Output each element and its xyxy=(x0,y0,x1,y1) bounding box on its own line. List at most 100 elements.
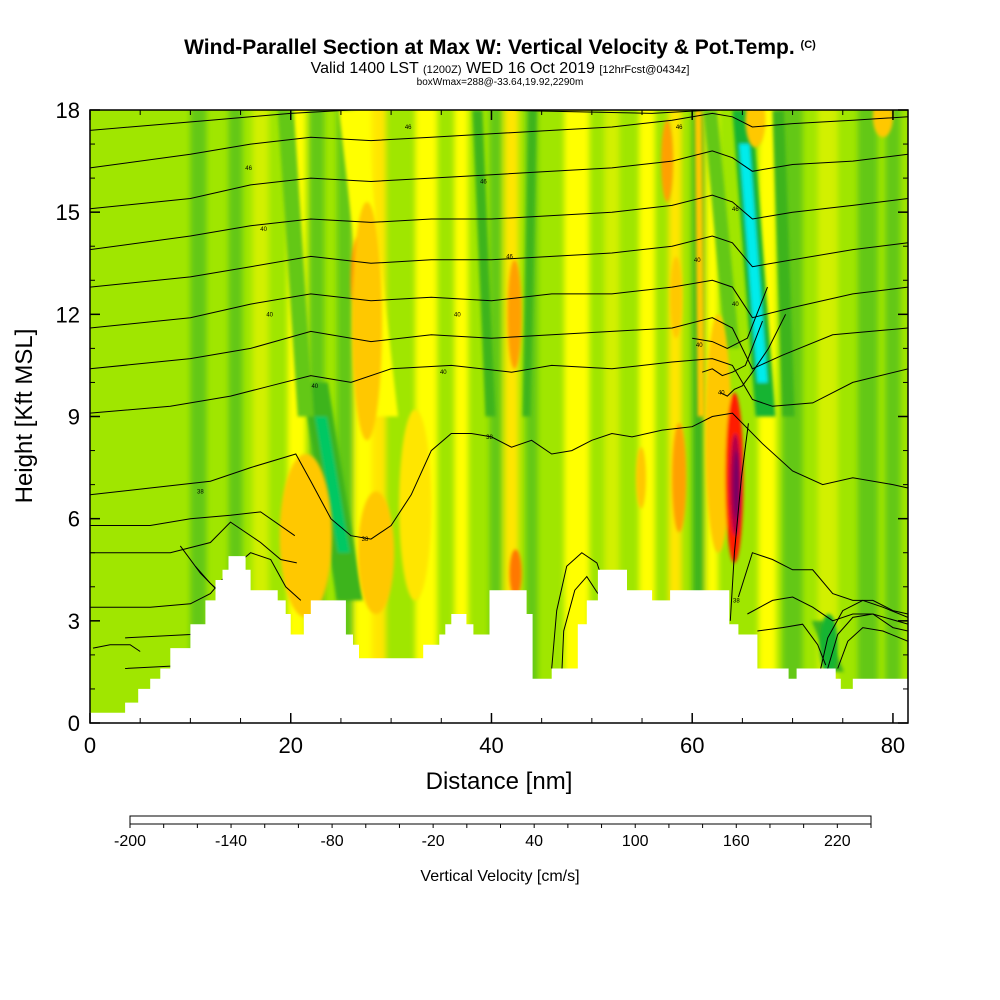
contour-label-text: 38 xyxy=(486,435,493,441)
velocity-streak xyxy=(772,110,795,417)
theta-contour-label: 38 xyxy=(197,489,204,495)
velocity-streak xyxy=(703,110,740,349)
colorbar-tick-label: 220 xyxy=(824,833,851,850)
contour-label-text: 38 xyxy=(362,537,369,543)
velocity-band xyxy=(857,110,878,723)
theta-contour-label: 46 xyxy=(506,254,513,260)
x-tick-label: 40 xyxy=(479,733,503,758)
velocity-cell xyxy=(745,110,766,148)
theta-contour-label: 40 xyxy=(696,343,703,349)
theta-contour-label: 46 xyxy=(676,125,683,131)
velocity-cell xyxy=(672,423,687,533)
y-axis-label: Height [Kft MSL] xyxy=(11,329,38,504)
theta-contour xyxy=(90,511,296,537)
forecast-run: [12hrFcst@0434z] xyxy=(599,64,690,76)
theta-contour-label: 40 xyxy=(266,312,273,318)
theta-contour-label: 40 xyxy=(454,312,461,318)
axes: 0 20 40 60 80 0 3 6 9 12 15 18 xyxy=(56,98,908,758)
colorbar-tick-label: 40 xyxy=(525,833,543,850)
theta-contour-label: 38 xyxy=(733,598,740,604)
velocity-cell xyxy=(399,409,432,601)
theta-contour-label: 46 xyxy=(245,166,252,172)
contour-label-text: 38 xyxy=(197,489,204,495)
theta-contour-label: 46 xyxy=(480,180,487,186)
theta-contour-label: 40 xyxy=(694,258,701,264)
velocity-band xyxy=(639,110,656,723)
contour-label-text: 40 xyxy=(311,384,318,390)
contour-label-text: 40 xyxy=(454,312,461,318)
valid-local: Valid 1400 LST xyxy=(310,60,419,77)
theta-contour xyxy=(90,279,908,329)
contour-label-text: 46 xyxy=(676,125,683,131)
velocity-streak xyxy=(314,416,350,553)
colorbar-tick-label: -200 xyxy=(114,833,146,850)
theta-contour xyxy=(737,552,908,615)
contour-label-text: 40 xyxy=(732,302,739,308)
theta-contour xyxy=(90,358,908,414)
theta-contour xyxy=(729,423,749,621)
theta-contour xyxy=(747,596,908,625)
velocity-cell xyxy=(733,450,740,519)
x-tick-label: 80 xyxy=(881,733,905,758)
chart-title-text: Wind-Parallel Section at Max W: Vertical… xyxy=(184,36,795,59)
contour-label-text: 40 xyxy=(260,227,267,233)
velocity-cell xyxy=(357,491,395,615)
y-tick-label: 9 xyxy=(68,405,80,430)
box-wmax-info: boxWmax=288@-33.64,19.92,2290m xyxy=(416,77,584,88)
contour-label-text: 46 xyxy=(732,207,739,213)
theta-contours xyxy=(90,110,908,676)
theta-contour-label: 46 xyxy=(732,207,739,213)
theta-contour xyxy=(827,613,908,669)
velocity-cell xyxy=(509,549,522,597)
theta-contour xyxy=(702,320,763,377)
contour-label-text: 38 xyxy=(733,598,740,604)
x-tick-label: 20 xyxy=(278,733,302,758)
theta-contour xyxy=(837,627,908,669)
theta-contour xyxy=(90,412,908,540)
velocity-streak xyxy=(522,110,537,417)
theta-contour xyxy=(90,112,908,169)
theta-contour xyxy=(720,314,787,397)
colorbar-tick-label: -140 xyxy=(215,833,247,850)
terrain-profile xyxy=(90,556,908,723)
contour-label-text: 46 xyxy=(245,166,252,172)
vertical-velocity-field: 38 40 40 40 46 46 46 46 40 40 38 38 46 40 40 40 46 40 38 xyxy=(90,110,908,723)
colorbar-tick-label: -80 xyxy=(321,833,344,850)
title-mark: (C) xyxy=(800,39,816,51)
contour-label-text: 40 xyxy=(694,258,701,264)
theta-contour-label: 46 xyxy=(405,125,412,131)
colorbar-tick-label: -20 xyxy=(422,833,445,850)
theta-contour-label: 40 xyxy=(718,391,725,397)
contour-label-text: 40 xyxy=(440,370,447,376)
velocity-cell xyxy=(661,120,674,202)
velocity-band xyxy=(564,110,590,723)
velocity-cells xyxy=(279,110,893,676)
theta-contour xyxy=(90,150,908,210)
y-tick-label: 18 xyxy=(56,98,80,123)
velocity-cell xyxy=(507,259,522,369)
theta-contour xyxy=(90,235,908,288)
theta-contour xyxy=(92,644,141,652)
contour-label-text: 46 xyxy=(506,254,513,260)
y-tick-label: 12 xyxy=(56,302,80,327)
theta-contour xyxy=(820,599,908,669)
theta-contour-label: 40 xyxy=(732,302,739,308)
contour-label-text: 46 xyxy=(405,125,412,131)
colorbar-tick-label: 160 xyxy=(723,833,750,850)
theta-contour-label: 40 xyxy=(311,384,318,390)
velocity-cell xyxy=(670,256,683,339)
x-axis-label: Distance [nm] xyxy=(426,768,573,795)
colorbar-label: Vertical Velocity [cm/s] xyxy=(420,868,579,885)
theta-contour xyxy=(692,286,768,349)
velocity-band xyxy=(252,110,269,723)
theta-contour-label: 38 xyxy=(486,435,493,441)
velocity-band xyxy=(604,110,620,723)
valid-time-line: Valid 1400 LST (1200Z) WED 16 Oct 2019 [… xyxy=(0,60,1000,78)
velocity-band xyxy=(454,110,469,723)
velocity-streak xyxy=(472,110,496,417)
theta-contour-label: 40 xyxy=(440,370,447,376)
velocity-cell xyxy=(279,453,332,618)
colorbar-tick-label: 100 xyxy=(622,833,649,850)
velocity-band xyxy=(190,110,207,723)
